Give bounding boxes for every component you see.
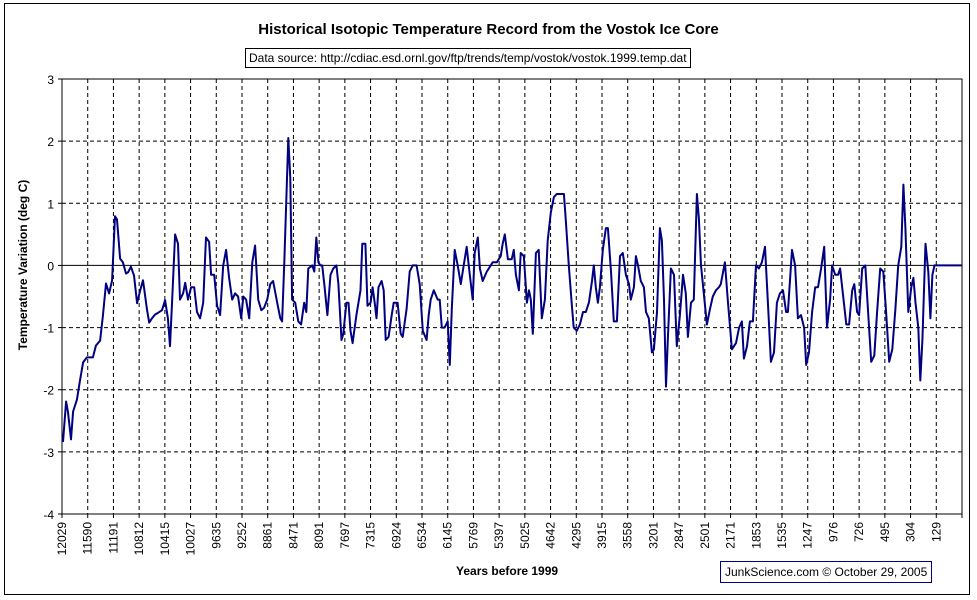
x-tick-label: 976 bbox=[826, 522, 840, 542]
x-tick-label: 10812 bbox=[132, 522, 146, 556]
x-tick-label: 9635 bbox=[209, 522, 223, 549]
x-tick-label: 8091 bbox=[312, 522, 326, 549]
x-tick-label: 2171 bbox=[724, 522, 738, 549]
x-tick-label: 726 bbox=[852, 522, 866, 542]
x-tick-label: 3201 bbox=[646, 522, 660, 549]
plot-background bbox=[62, 79, 962, 514]
x-tick-label: 3558 bbox=[621, 522, 635, 549]
x-tick-label: 495 bbox=[878, 522, 892, 542]
x-axis-label: Years before 1999 bbox=[456, 564, 559, 578]
x-tick-label: 11191 bbox=[106, 522, 120, 554]
y-tick-label: 0 bbox=[47, 259, 54, 273]
x-tick-label: 6534 bbox=[415, 522, 429, 549]
x-tick-label: 10415 bbox=[158, 522, 172, 556]
plot-border bbox=[61, 78, 963, 515]
x-tick-label: 5769 bbox=[466, 522, 480, 549]
x-tick-label: 6924 bbox=[389, 522, 403, 549]
x-tick-label: 8861 bbox=[261, 522, 275, 549]
x-tick-label: 11590 bbox=[81, 522, 95, 555]
y-tick-label: -1 bbox=[43, 322, 54, 336]
y-tick-label: 2 bbox=[47, 135, 54, 149]
x-tick-label: 1247 bbox=[801, 522, 815, 549]
x-tick-label: 4642 bbox=[544, 522, 558, 549]
y-tick-label: -3 bbox=[43, 446, 54, 460]
x-tick-label: 2501 bbox=[698, 522, 712, 549]
y-tick-label: -2 bbox=[43, 384, 54, 398]
x-tick-label: 129 bbox=[929, 522, 943, 542]
x-tick-label: 4295 bbox=[569, 522, 583, 549]
x-tick-label: 5025 bbox=[518, 522, 532, 549]
x-tick-label: 9252 bbox=[235, 522, 249, 549]
y-tick-label: -4 bbox=[43, 508, 54, 522]
x-tick-label: 7697 bbox=[338, 522, 352, 549]
chart-frame bbox=[4, 3, 970, 595]
y-tick-label: 1 bbox=[47, 197, 54, 211]
x-tick-label: 2847 bbox=[672, 522, 686, 549]
credit-label: JunkScience.com © October 29, 2005 bbox=[720, 561, 933, 583]
y-tick-label: 3 bbox=[47, 73, 54, 87]
x-tick-label: 6145 bbox=[441, 522, 455, 549]
x-tick-label: 3915 bbox=[595, 522, 609, 549]
x-tick-label: 5397 bbox=[492, 522, 506, 549]
x-tick-label: 1535 bbox=[775, 522, 789, 549]
x-tick-label: 10027 bbox=[184, 522, 198, 556]
temperature-series-line bbox=[62, 137, 962, 442]
x-tick-label: 1853 bbox=[749, 522, 763, 549]
x-tick-label: 304 bbox=[904, 522, 918, 542]
x-tick-label: 7315 bbox=[364, 522, 378, 549]
chart-title: Historical Isotopic Temperature Record f… bbox=[258, 21, 719, 38]
data-source-label: Data source: http://cdiac.esd.ornl.gov/f… bbox=[245, 48, 691, 68]
x-tick-label: 12029 bbox=[55, 522, 69, 556]
x-tick-label: 8471 bbox=[286, 522, 300, 549]
